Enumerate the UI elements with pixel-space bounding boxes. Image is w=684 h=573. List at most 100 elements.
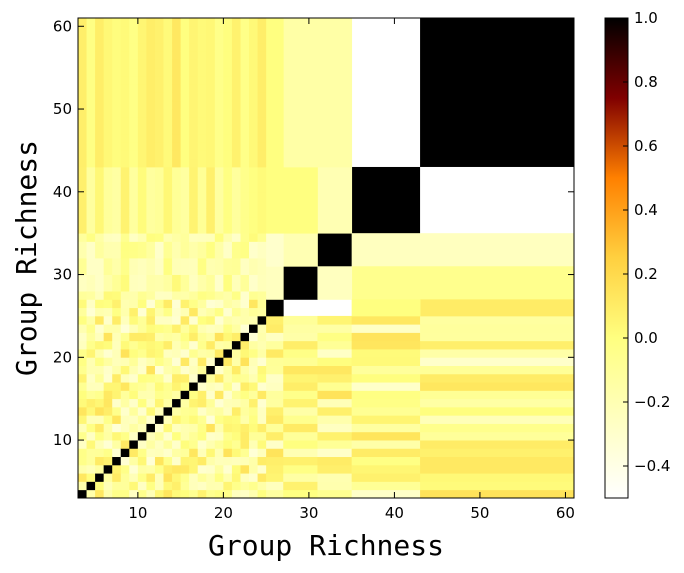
heatmap-cell: [189, 464, 199, 474]
heatmap-cell: [78, 42, 87, 52]
heatmap-cell: [223, 51, 233, 60]
heatmap-cell: [120, 208, 130, 218]
heatmap-cell: [103, 448, 113, 458]
heatmap-cell: [163, 233, 173, 242]
heatmap-cell: [172, 464, 182, 474]
heatmap-cell: [146, 448, 156, 458]
heatmap-cell: [180, 241, 190, 251]
heatmap-cell: [154, 133, 164, 143]
heatmap-cell: [214, 456, 224, 466]
heatmap-cell: [240, 315, 250, 325]
heatmap-cell: [137, 125, 147, 135]
heatmap-cell: [78, 216, 87, 226]
heatmap-cell: [351, 340, 421, 350]
heatmap-cell: [103, 440, 113, 449]
heatmap-cell: [180, 216, 190, 226]
heatmap-cell: [214, 291, 224, 300]
heatmap-cell: [95, 92, 105, 102]
heatmap-cell: [266, 315, 284, 325]
heatmap-cell: [214, 34, 224, 44]
heatmap-cell: [197, 208, 207, 218]
heatmap-cell: [154, 456, 164, 466]
x-tick-label: 60: [556, 504, 575, 522]
heatmap-cell: [120, 365, 130, 375]
heatmap-cell: [420, 349, 575, 358]
heatmap-cell: [206, 365, 216, 375]
heatmap-cell: [86, 158, 96, 168]
heatmap-cell: [249, 423, 258, 433]
heatmap-cell: [206, 357, 216, 366]
heatmap-cell: [120, 175, 130, 184]
heatmap-cell: [129, 299, 139, 309]
heatmap-cell: [120, 166, 130, 176]
heatmap-cell: [189, 431, 199, 441]
heatmap-cell: [214, 92, 224, 102]
heatmap-cell: [266, 382, 284, 391]
heatmap-cell: [154, 51, 164, 60]
heatmap-cell: [86, 398, 96, 408]
heatmap-cell: [206, 59, 216, 69]
heatmap-cell: [197, 133, 207, 143]
heatmap-cell: [172, 415, 182, 424]
heatmap-cell: [240, 481, 250, 491]
heatmap-cell: [240, 332, 250, 342]
heatmap-cell: [317, 464, 353, 474]
heatmap-cell: [163, 109, 173, 118]
heatmap-cell: [146, 241, 156, 251]
heatmap-cell: [189, 84, 199, 93]
heatmap-cell: [129, 166, 139, 176]
heatmap-cell: [154, 266, 164, 275]
heatmap-cell: [197, 448, 207, 458]
heatmap-cell: [120, 26, 130, 35]
heatmap-cell: [206, 481, 216, 491]
heatmap-cell: [95, 200, 105, 209]
heatmap-cell: [420, 390, 575, 400]
heatmap-cell: [189, 158, 199, 168]
heatmap-cell: [103, 92, 113, 102]
heatmap-cell: [180, 158, 190, 168]
heatmap-cell: [189, 142, 199, 151]
heatmap-cell: [95, 456, 105, 466]
heatmap-cell: [95, 100, 105, 110]
heatmap-cell: [197, 42, 207, 52]
heatmap-cell: [172, 125, 182, 135]
heatmap-cell: [154, 315, 164, 325]
heatmap-cell: [206, 324, 216, 333]
heatmap-cell: [112, 357, 122, 366]
heatmap-cell: [214, 390, 224, 400]
heatmap-cell: [197, 92, 207, 102]
heatmap-cell: [120, 266, 130, 275]
heatmap-cell: [154, 489, 164, 499]
x-tick-label: 30: [299, 504, 318, 522]
heatmap-cell: [197, 282, 207, 292]
heatmap-cell: [189, 42, 199, 52]
heatmap-cell: [137, 241, 147, 251]
y-tick-label: 50: [53, 100, 72, 118]
heatmap-cell: [249, 464, 258, 474]
heatmap-cell: [129, 200, 139, 209]
heatmap-cell: [223, 340, 233, 350]
heatmap-cell: [95, 440, 105, 449]
heatmap-cell: [86, 51, 96, 60]
heatmap-cell: [283, 415, 318, 424]
heatmap-cell: [103, 390, 113, 400]
heatmap-cell: [163, 117, 173, 126]
heatmap-cell: [146, 100, 156, 110]
heatmap-cell: [129, 332, 139, 342]
heatmap-cell: [317, 431, 353, 441]
heatmap-cell: [223, 241, 233, 251]
heatmap-cell: [420, 365, 575, 375]
heatmap-cell: [231, 349, 241, 358]
heatmap-cell: [223, 307, 233, 317]
heatmap-cell: [172, 224, 182, 234]
heatmap-cell: [180, 150, 190, 160]
heatmap-cell: [137, 382, 147, 391]
heatmap-cell: [86, 109, 96, 118]
heatmap-cell: [240, 208, 250, 218]
heatmap-cell: [283, 423, 318, 433]
heatmap-cell: [206, 349, 216, 358]
heatmap-cell: [103, 324, 113, 333]
x-axis-title: Group Richness: [208, 529, 444, 562]
heatmap-cell: [206, 390, 216, 400]
heatmap-cell: [197, 175, 207, 184]
